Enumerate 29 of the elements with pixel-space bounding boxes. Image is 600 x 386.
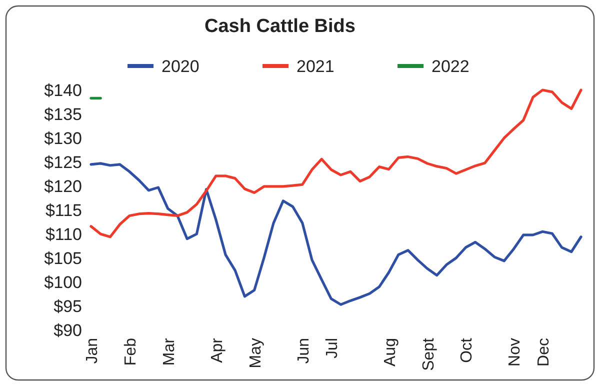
legend-label: 2021 — [296, 57, 334, 76]
x-tick-label: Jun — [295, 338, 312, 364]
y-tick-label: $130 — [44, 128, 82, 148]
line-series — [90, 88, 582, 238]
chart-title: Cash Cattle Bids — [204, 16, 356, 37]
x-tick-label: Sept — [420, 337, 438, 371]
legend-label: 2022 — [432, 57, 470, 76]
y-tick-label: $100 — [44, 272, 82, 292]
y-tick-label: $115 — [45, 200, 82, 220]
y-tick-label: $120 — [44, 176, 82, 196]
x-tick-label: Apr — [208, 337, 226, 363]
line-series — [90, 162, 582, 306]
x-tick-label: Oct — [458, 337, 476, 363]
y-tick-label: $125 — [44, 152, 82, 172]
x-tick-label: Jan — [84, 338, 101, 364]
y-tick-label: $90 — [54, 320, 82, 340]
x-tick-label: Feb — [122, 338, 140, 366]
y-tick-label: $95 — [54, 296, 82, 316]
y-tick-label: $135 — [44, 104, 82, 124]
y-tick-label: $140 — [44, 80, 82, 100]
y-tick-label: $110 — [45, 224, 82, 244]
x-tick-label: May — [247, 338, 264, 368]
x-tick-label: Aug — [382, 338, 399, 366]
x-tick-label: Dec — [536, 338, 553, 366]
x-tick-label: Mar — [160, 337, 178, 366]
y-tick-label: $105 — [44, 248, 82, 268]
legend-label: 2020 — [162, 57, 200, 76]
x-tick-label: Nov — [506, 338, 524, 366]
x-tick-label: Jul — [324, 338, 342, 358]
